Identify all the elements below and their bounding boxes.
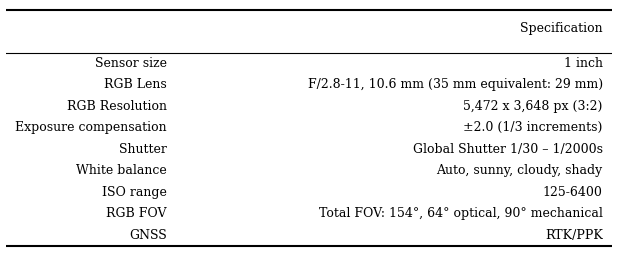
Text: Auto, sunny, cloudy, shady: Auto, sunny, cloudy, shady <box>436 164 603 177</box>
Text: F/2.8-11, 10.6 mm (35 mm equivalent: 29 mm): F/2.8-11, 10.6 mm (35 mm equivalent: 29 … <box>308 78 603 91</box>
Text: White balance: White balance <box>76 164 167 177</box>
Text: 125-6400: 125-6400 <box>543 186 603 199</box>
Text: RGB FOV: RGB FOV <box>106 207 167 220</box>
Text: GNSS: GNSS <box>129 229 167 242</box>
Text: RTK/PPK: RTK/PPK <box>545 229 603 242</box>
Text: Sensor size: Sensor size <box>95 57 167 70</box>
Text: 5,472 x 3,648 px (3:2): 5,472 x 3,648 px (3:2) <box>464 100 603 113</box>
Text: 1 inch: 1 inch <box>564 57 603 70</box>
Text: RGB Lens: RGB Lens <box>104 78 167 91</box>
Text: ISO range: ISO range <box>102 186 167 199</box>
Text: Shutter: Shutter <box>119 143 167 156</box>
Text: ±2.0 (1/3 increments): ±2.0 (1/3 increments) <box>464 121 603 134</box>
Text: Total FOV: 154°, 64° optical, 90° mechanical: Total FOV: 154°, 64° optical, 90° mechan… <box>319 207 603 220</box>
Text: RGB Resolution: RGB Resolution <box>67 100 167 113</box>
Text: Exposure compensation: Exposure compensation <box>15 121 167 134</box>
Text: Global Shutter 1/30 – 1/2000s: Global Shutter 1/30 – 1/2000s <box>413 143 603 156</box>
Text: Specification: Specification <box>520 23 603 35</box>
